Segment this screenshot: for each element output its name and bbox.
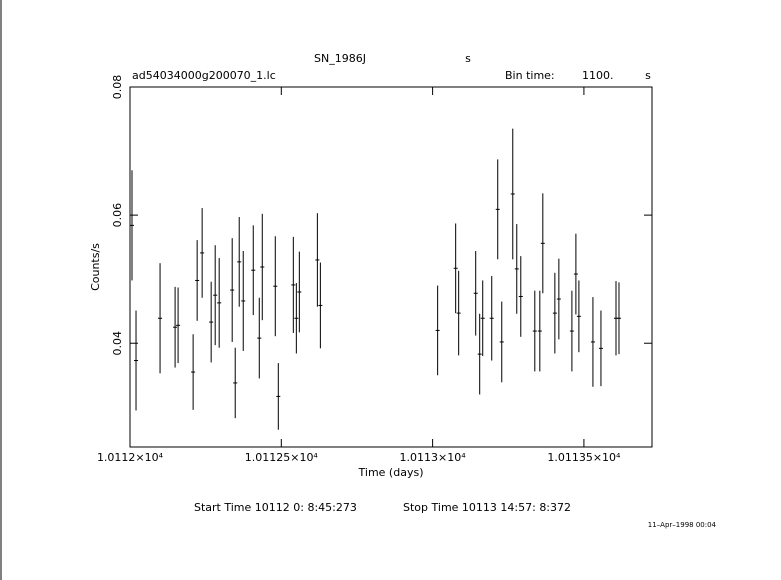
start-time: Start Time 10112 0: 8:45:273 — [194, 501, 357, 514]
stop-time: Stop Time 10113 14:57: 8:372 — [403, 501, 571, 514]
y-tick-label: 0.06 — [111, 203, 124, 228]
x-tick-label: 1.0113×10⁴ — [400, 451, 467, 464]
chart-title: SN_1986J — [314, 52, 366, 65]
x-axis-label: Time (days) — [358, 466, 424, 479]
date-stamp: 11–Apr–1998 00:04 — [648, 521, 717, 529]
title-unit: s — [465, 52, 471, 65]
x-tick-label: 1.0112×10⁴ — [97, 451, 164, 464]
y-tick-label: 0.08 — [111, 75, 124, 100]
x-tick-label: 1.01125×10⁴ — [245, 451, 319, 464]
bin-time-label: Bin time: — [505, 69, 555, 82]
plot-frame — [129, 86, 653, 448]
bin-time: 1100. — [582, 69, 614, 82]
x-tick-label: 1.01135×10⁴ — [547, 451, 621, 464]
y-axis-label: Counts/s — [89, 243, 102, 291]
file-name: ad54034000g200070_1.lc — [132, 69, 276, 82]
y-tick-label: 0.04 — [111, 331, 124, 356]
bin-time-unit: s — [645, 69, 651, 82]
